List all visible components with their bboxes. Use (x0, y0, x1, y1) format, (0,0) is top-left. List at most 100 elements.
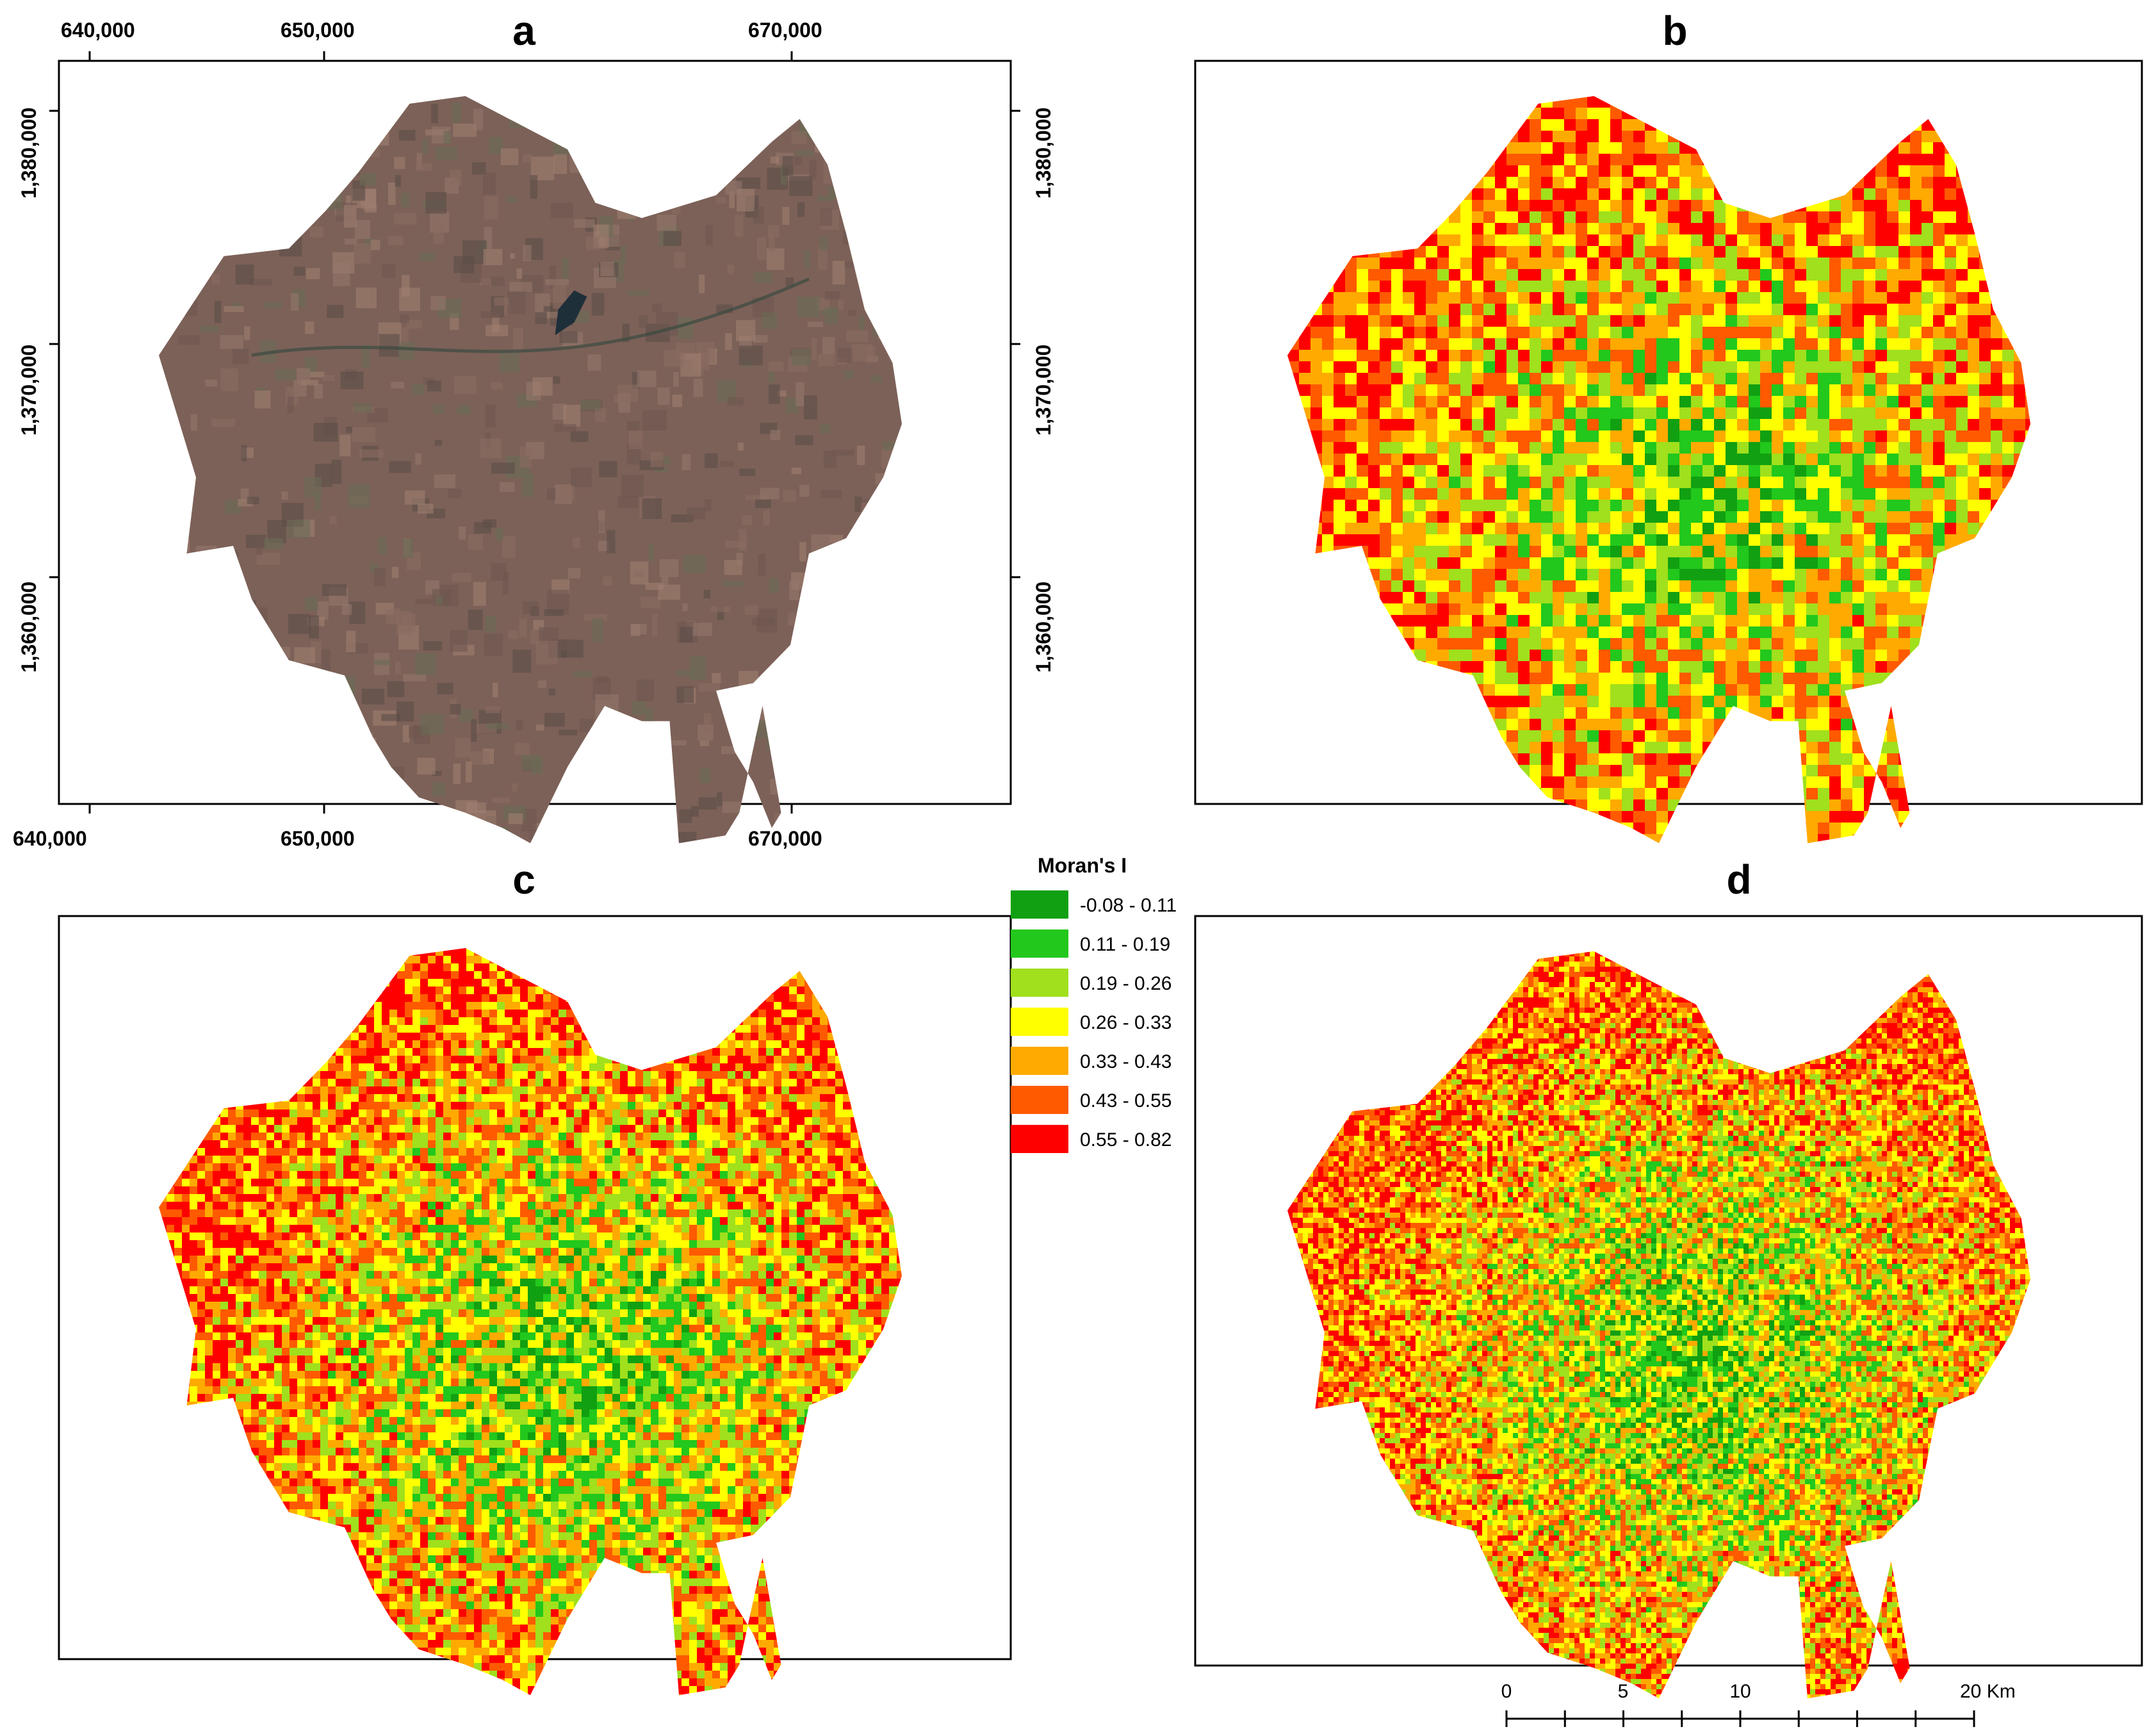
grid-cell (1599, 234, 1610, 246)
grid-cell (1991, 327, 2002, 338)
grid-cell (1668, 580, 1679, 592)
grid-cell (1772, 488, 1783, 500)
grid-cell (1945, 211, 1956, 223)
grid-cell (1645, 350, 1656, 361)
satellite-texture (472, 162, 486, 175)
grid-cell (1760, 327, 1772, 338)
grid-cell (1852, 557, 1864, 569)
grid-cell (1322, 384, 1334, 396)
grid-cell (1749, 419, 1760, 430)
grid-cell (1645, 534, 1656, 546)
grid-cell (1783, 580, 1795, 592)
grid-cell (1956, 338, 1968, 350)
grid-cell (1645, 281, 1656, 292)
grid-cell (1576, 327, 1587, 338)
grid-cell (1553, 546, 1564, 557)
grid-cell (1726, 477, 1737, 488)
grid-cell (1403, 327, 1414, 338)
grid-cell (1829, 361, 1841, 373)
grid-cell (1345, 292, 1357, 304)
grid-cell (1875, 626, 1887, 638)
grid-cell (1679, 234, 1691, 246)
grid-cell (1414, 384, 1426, 396)
grid-cell (1668, 776, 1679, 788)
grid-cell (1645, 142, 1656, 154)
grid-cell (1691, 373, 1702, 384)
grid-cell (1806, 246, 1818, 258)
grid-cell (1403, 419, 1414, 430)
grid-cell (1979, 500, 1991, 511)
satellite-texture (355, 287, 377, 309)
grid-cell (1910, 523, 1922, 534)
grid-cell (1483, 292, 1495, 304)
grid-cell (1772, 442, 1783, 454)
grid-cell (1460, 500, 1472, 511)
grid-cell (1506, 580, 1518, 592)
grid-cell (1956, 442, 1968, 454)
satellite-texture (870, 375, 882, 383)
grid-cell (1357, 396, 1368, 407)
grid-cell (1656, 142, 1668, 154)
grid-cell (1553, 119, 1564, 131)
grid-cell (1933, 258, 1945, 269)
grid-cell (1449, 223, 1460, 234)
grid-cell (1991, 477, 2002, 488)
grid-cell (1553, 719, 1564, 730)
grid-cell (1645, 661, 1656, 673)
grid-cell (1898, 327, 1910, 338)
grid-cell (1391, 546, 1403, 557)
grid-cell (1530, 523, 1541, 534)
satellite-texture (699, 683, 720, 692)
grid-cell (1829, 338, 1841, 350)
grid-cell (1483, 650, 1495, 661)
grid-cell (1553, 327, 1564, 338)
grid-cell (1956, 223, 1968, 234)
grid-cell (1322, 465, 1334, 477)
grid-cell (1829, 580, 1841, 592)
grid-cell (1437, 223, 1449, 234)
satellite-texture (473, 582, 486, 606)
grid-cell (1506, 730, 1518, 742)
grid-cell (1414, 500, 1426, 511)
grid-cell (1541, 546, 1553, 557)
grid-cell (1633, 730, 1645, 742)
grid-cell (1334, 477, 1345, 488)
grid-cell (1806, 534, 1818, 546)
grid-cell (1506, 592, 1518, 603)
grid-cell (1518, 350, 1530, 361)
grid-cell (1968, 373, 1979, 384)
satellite-texture (642, 410, 667, 430)
grid-cell (1818, 799, 1829, 811)
grid-cell (1702, 327, 1714, 338)
grid-cell (1564, 523, 1576, 534)
grid-cell (1460, 281, 1472, 292)
satellite-texture (633, 571, 644, 578)
grid-cell (1622, 776, 1633, 788)
grid-cell (1472, 488, 1483, 500)
grid-cell (1633, 315, 1645, 327)
grid-cell (1760, 615, 1772, 626)
grid-cell (1483, 500, 1495, 511)
grid-cell (1334, 419, 1345, 430)
grid-cell (1587, 119, 1599, 131)
satellite-texture (559, 729, 578, 735)
satellite-texture (364, 188, 377, 213)
grid-cell (1922, 338, 1933, 350)
grid-cell (1368, 373, 1380, 384)
grid-cell (1875, 188, 1887, 200)
grid-cell (1518, 650, 1530, 661)
grid-cell (1518, 223, 1530, 234)
grid-cell (1737, 396, 1749, 407)
grid-cell (1622, 234, 1633, 246)
grid-cell (1714, 592, 1726, 603)
grid-cell (1449, 638, 1460, 650)
satellite-texture (455, 737, 471, 758)
satellite-texture (190, 414, 197, 431)
grid-cell (1553, 407, 1564, 419)
grid-cell (1472, 281, 1483, 292)
grid-cell (1380, 454, 1391, 465)
grid-cell (1403, 477, 1414, 488)
grid-cell (1702, 638, 1714, 650)
grid-cell (1518, 292, 1530, 304)
grid-cell (1702, 246, 1714, 258)
